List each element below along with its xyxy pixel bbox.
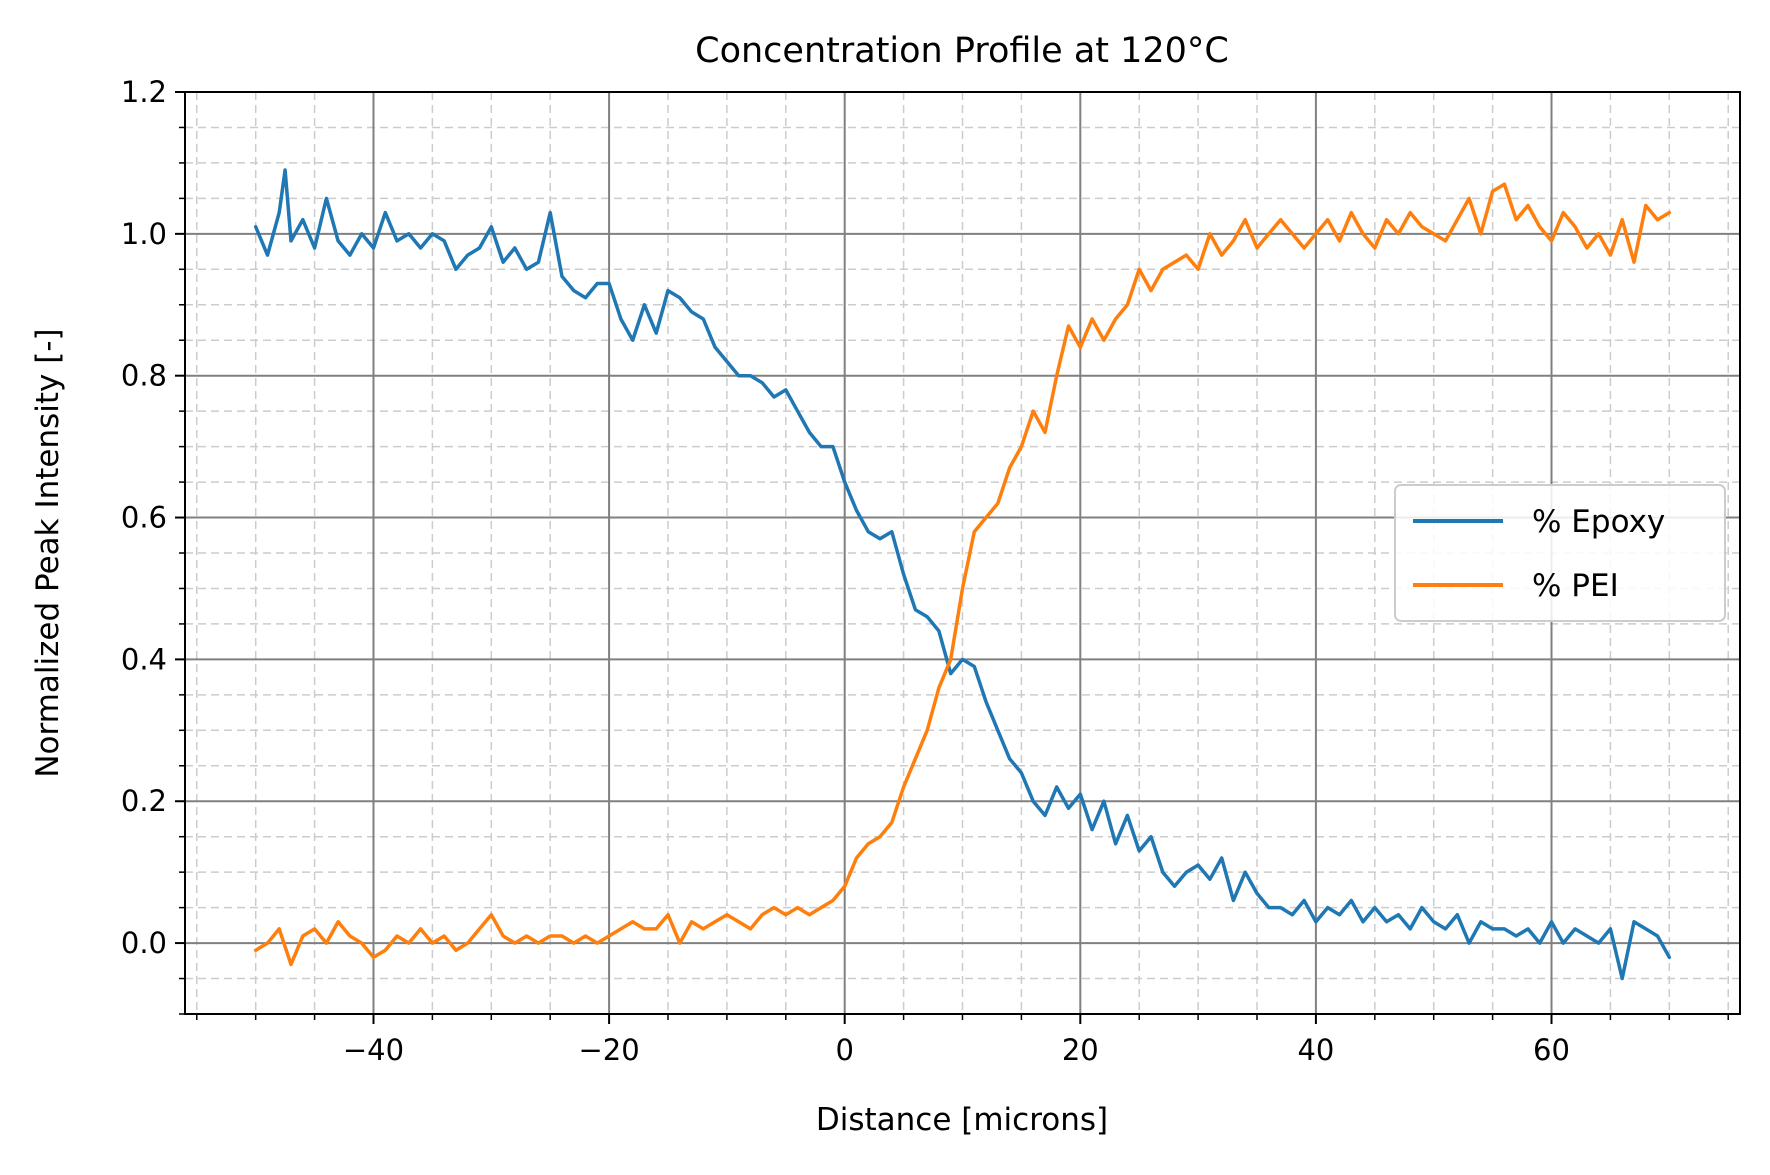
series-line-pei <box>253 182 1672 967</box>
x-tick-label: 40 <box>1297 1033 1334 1067</box>
y-tick-label: 0.6 <box>121 501 167 535</box>
series-line-epoxy <box>253 168 1672 981</box>
axis-ticks <box>175 91 1729 1024</box>
y-tick-label: 1.2 <box>121 75 167 109</box>
legend: % Epoxy % PEI <box>1394 484 1726 622</box>
x-tick-label: −20 <box>578 1033 639 1067</box>
legend-label-pei: % PEI <box>1532 568 1619 604</box>
x-tick-label: 20 <box>1062 1033 1099 1067</box>
tick-labels: −40 −20 0 20 40 60 0.0 0.2 0.4 0.6 0.8 1.0 1.2 <box>121 75 1570 1067</box>
chart-title: Concentration Profile at 120°C <box>695 31 1229 71</box>
x-axis-label: Distance [microns] <box>816 1102 1108 1138</box>
y-tick-label: 0.4 <box>121 642 167 676</box>
x-tick-label: −40 <box>343 1033 404 1067</box>
x-tick-label: 0 <box>835 1033 853 1067</box>
y-axis-label: Normalized Peak Intensity [-] <box>30 328 66 777</box>
y-tick-label: 0.2 <box>121 784 167 818</box>
y-tick-label: 1.0 <box>121 217 167 251</box>
y-tick-label: 0.8 <box>121 359 167 393</box>
legend-label-epoxy: % Epoxy <box>1532 504 1665 540</box>
series-layer <box>253 168 1672 981</box>
y-tick-label: 0.0 <box>121 926 167 960</box>
x-tick-label: 60 <box>1533 1033 1570 1067</box>
